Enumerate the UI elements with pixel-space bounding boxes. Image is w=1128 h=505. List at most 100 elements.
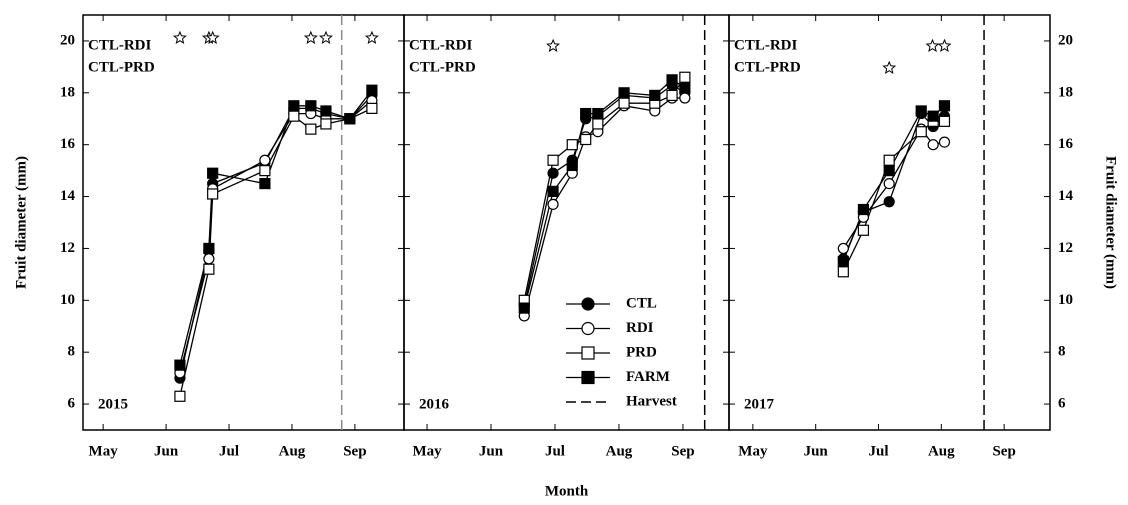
significance-star: [364, 30, 379, 44]
series-line: [179, 89, 373, 366]
y-tick-label: 20: [60, 32, 75, 48]
marker: [915, 126, 927, 138]
x-tick-label: Aug: [606, 443, 633, 459]
marker: [580, 107, 592, 120]
x-tick-label: May: [89, 443, 119, 459]
marker: [203, 242, 215, 255]
y-tick-label: 10: [60, 292, 75, 308]
significance-star: [546, 38, 561, 52]
significance-star: [937, 38, 952, 52]
x-tick-label: Jun: [479, 443, 504, 459]
x-tick-label: Jul: [219, 443, 239, 459]
x-tick-label: Aug: [928, 443, 955, 459]
y2-tick-label: 8: [1058, 344, 1066, 360]
legend-marker: [581, 297, 595, 311]
x-tick-label: May: [738, 443, 768, 459]
marker: [592, 107, 604, 120]
panel-title: 2016: [419, 396, 450, 412]
marker: [207, 167, 219, 179]
marker: [366, 84, 378, 96]
marker: [320, 105, 332, 117]
marker: [566, 139, 578, 151]
marker: [883, 165, 895, 177]
marker: [666, 74, 678, 86]
series-line: [179, 100, 373, 374]
marker: [927, 110, 939, 122]
x-tick-label: Aug: [279, 443, 306, 459]
panel-title: 2015: [98, 396, 128, 412]
marker: [837, 266, 849, 278]
x-tick-label: Jun: [154, 443, 179, 459]
marker: [679, 71, 691, 83]
y2-tick-label: 20: [1058, 32, 1073, 48]
significance-star: [172, 30, 187, 44]
marker: [883, 196, 895, 208]
marker: [592, 118, 604, 130]
legend-label: Harvest: [626, 393, 677, 409]
x-tick-label: Jul: [545, 443, 565, 459]
y2-tick-label: 10: [1058, 292, 1073, 308]
marker: [320, 118, 332, 130]
marker: [288, 110, 300, 122]
legend-marker: [581, 370, 595, 385]
significance-label: CTL-PRD: [88, 59, 155, 75]
y2-tick-label: 16: [1058, 136, 1074, 152]
marker: [207, 188, 219, 200]
marker: [666, 89, 678, 102]
marker: [938, 115, 951, 127]
marker: [305, 100, 317, 112]
marker: [938, 100, 951, 112]
y-tick-label: 16: [60, 136, 76, 152]
y-tick-label: 14: [60, 188, 76, 204]
significance-star: [205, 30, 220, 44]
marker: [883, 154, 895, 166]
marker: [547, 154, 559, 166]
significance-star: [882, 60, 897, 74]
y2-tick-label: 12: [1058, 240, 1073, 256]
marker: [203, 253, 215, 265]
plot-frame: [728, 14, 1051, 431]
marker: [679, 92, 691, 104]
x-tick-label: Sep: [671, 443, 694, 459]
plot-frame: [82, 14, 405, 431]
marker: [679, 82, 691, 94]
x-tick-label: Jun: [804, 443, 829, 459]
marker: [366, 102, 378, 114]
y2-tick-label: 14: [1058, 188, 1074, 204]
significance-label: CTL-PRD: [734, 59, 801, 75]
marker: [857, 203, 870, 216]
panel-title: 2017: [744, 396, 775, 412]
significance-label: CTL-RDI: [734, 37, 798, 53]
marker: [259, 177, 271, 190]
x-tick-label: Sep: [992, 443, 1015, 459]
marker: [837, 255, 849, 268]
marker: [883, 177, 895, 190]
y-tick-label: 18: [60, 84, 75, 100]
significance-label: CTL-RDI: [409, 37, 473, 53]
marker: [649, 89, 661, 102]
marker: [259, 165, 271, 177]
marker: [618, 87, 630, 99]
y-axis-label: Fruit diameter (mm): [13, 156, 29, 289]
significance-star: [303, 30, 318, 44]
legend-label: FARM: [626, 369, 670, 385]
x-tick-label: May: [412, 443, 442, 459]
x-tick-label: Sep: [343, 443, 366, 459]
x-axis-label: Month: [545, 483, 589, 499]
legend-marker: [581, 321, 595, 336]
y2-tick-label: 18: [1058, 84, 1073, 100]
legend-label: PRD: [626, 344, 657, 360]
significance-star: [318, 30, 333, 44]
y2-axis-label: Fruit diameter (mm): [1103, 156, 1119, 289]
marker: [203, 263, 215, 275]
marker: [174, 359, 186, 371]
legend-marker: [581, 346, 595, 360]
marker: [547, 185, 559, 197]
y-tick-label: 8: [68, 344, 76, 360]
marker: [518, 302, 530, 314]
marker: [566, 159, 578, 172]
legend-label: CTL: [626, 295, 657, 311]
marker: [915, 105, 927, 117]
marker: [837, 242, 849, 255]
marker: [305, 123, 317, 135]
